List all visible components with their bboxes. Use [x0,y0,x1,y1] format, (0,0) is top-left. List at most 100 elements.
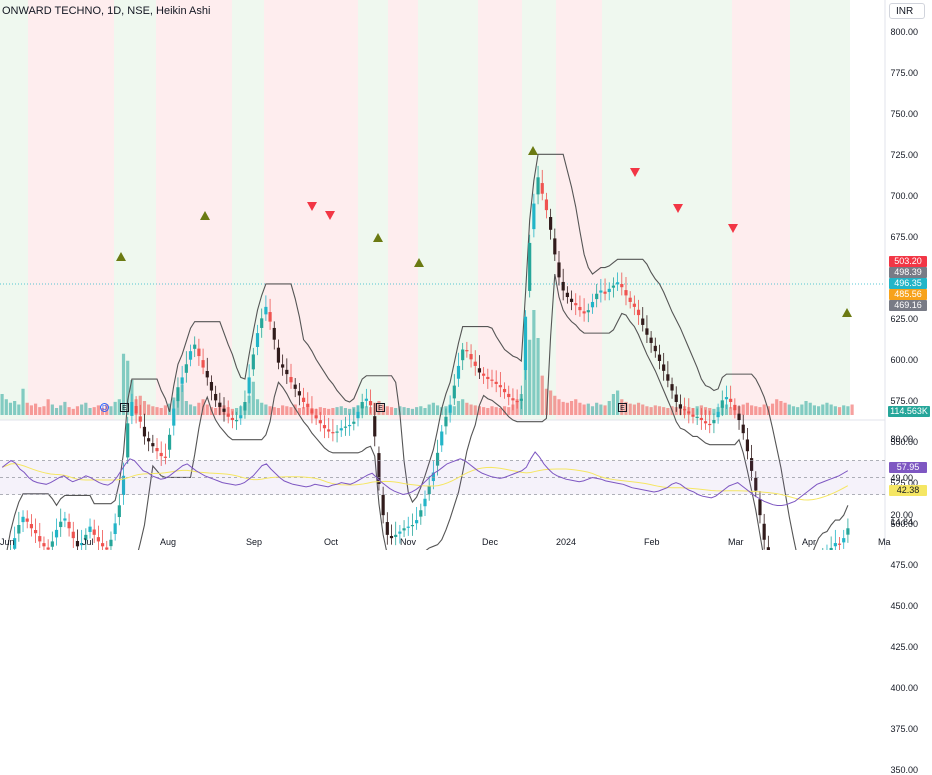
candle-body [507,393,511,398]
volume-bar [490,406,494,415]
candle-body [431,472,435,482]
symbol-title[interactable]: ONWARD TECHNO, 1D, NSE, Heikin Ashi [2,5,211,17]
candle-body [569,298,574,302]
earnings-marker-1[interactable]: E [120,403,129,412]
volume-bar [498,408,502,415]
session-background [0,0,850,420]
buy-signal-icon [200,211,210,220]
rsi-band [0,460,885,495]
volume-bar [63,401,67,415]
rsi-tick: 49.00 [890,473,913,483]
candle-body [733,404,737,411]
candle-body [724,397,729,400]
candle-body [46,547,50,550]
volume-bar [247,395,251,415]
volume-bar [301,407,306,415]
candle-body [356,411,360,419]
price-tick: 500.00 [890,519,918,529]
candle-body [603,291,607,294]
candle-body [590,301,595,308]
price-badge-upper: 498.39 [889,267,927,278]
candle-body [276,347,281,363]
currency-button[interactable]: INR [889,3,925,19]
candle-body [695,416,699,418]
volume-bar [293,404,297,415]
candle-body [737,413,741,421]
candle-body [293,384,297,389]
candle-body [201,360,205,368]
candle-body [419,510,423,517]
volume-bar [461,399,465,415]
volume-bar [565,402,569,415]
volume-bar [561,401,565,415]
session-zone [790,0,850,420]
candle-body [624,290,628,296]
volume-bar [109,406,113,415]
candle-body [553,238,557,255]
volume-bar [214,408,218,415]
volume-bar [331,408,335,415]
session-zone [556,0,602,420]
volume-bar [586,403,590,415]
volume-bar [620,399,624,415]
volume-bar [142,401,147,415]
candle-body [544,199,549,211]
volume-bar [477,406,482,415]
volume-bar [645,406,649,415]
volume-bar [804,401,808,415]
volume-bar [389,407,394,415]
buy-signal-icon [373,233,383,242]
candle-body [234,420,239,422]
volume-bar [473,405,477,415]
volume-bar [666,408,670,415]
candle-body [335,431,339,433]
candle-body [494,381,498,384]
session-zone [418,0,478,420]
volume-bar [435,405,440,415]
candle-body [360,402,364,409]
volume-bar [729,407,733,415]
price-tick: 550.00 [890,437,918,447]
candle-body [243,402,247,411]
price-tick: 800.00 [890,27,918,37]
candle-body [653,345,657,352]
candle-body [368,401,373,406]
sell-signal-icon [307,202,317,211]
candle-body [176,387,180,402]
rsi-ma-line [2,463,849,501]
candle-body [465,350,469,352]
volume-bar [502,406,507,415]
volume-bar [796,407,800,415]
volume-badge: 114.563K [888,406,930,417]
earnings-marker-3[interactable]: E [618,403,627,412]
volume-bar [507,407,511,415]
volume-bar [762,404,766,415]
volume-bar [536,338,540,415]
candle-body [666,374,670,381]
session-zone [478,0,522,420]
dividend-marker[interactable]: D [100,403,109,412]
envelope-bands [6,153,849,550]
candle-body [691,414,695,417]
volume-bar [427,404,431,415]
candle-body [318,420,322,424]
candle-body [687,411,691,414]
volume-bar [0,394,4,415]
candle-body [222,408,226,412]
price-tick: 675.00 [890,232,918,242]
volume-bar [595,402,599,415]
candle-body [754,477,758,491]
volume-bar [549,390,553,415]
earnings-marker-2[interactable]: E [376,403,385,412]
candle-body [565,292,569,298]
candle-body [720,400,724,408]
month-label: Mar [728,537,744,547]
month-label: Jun [0,537,15,547]
volume-bar [787,404,791,415]
month-label: 2024 [556,537,577,547]
candle-body [712,420,716,424]
candle-body [699,417,703,421]
volume-bar [276,408,281,415]
candle-body [314,415,318,419]
price-chart[interactable] [0,0,932,550]
